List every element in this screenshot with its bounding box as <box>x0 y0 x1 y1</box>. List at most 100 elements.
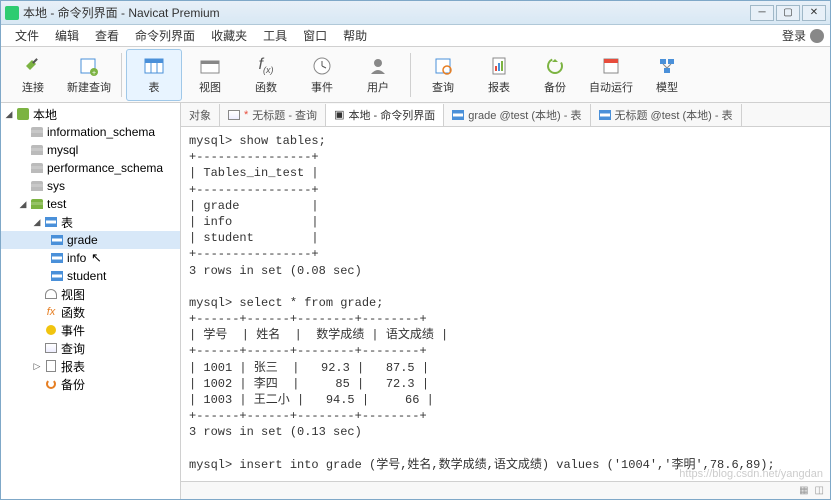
backup-label: 备份 <box>544 79 566 95</box>
query-icon <box>43 341 59 355</box>
tree-label: mysql <box>47 143 78 157</box>
tree-events[interactable]: 事件 <box>1 321 180 339</box>
autorun-icon <box>599 55 623 77</box>
tree-queries[interactable]: 查询 <box>1 339 180 357</box>
expand-icon[interactable]: ▷ <box>31 361 43 372</box>
menu-edit[interactable]: 编辑 <box>47 27 87 44</box>
tree-label: 备份 <box>61 376 85 393</box>
tab-label: 本地 - 命令列界面 <box>348 107 435 123</box>
tree-label: 查询 <box>61 340 85 357</box>
maximize-button[interactable]: ▢ <box>776 5 800 21</box>
user-button[interactable]: 用户 <box>350 49 406 101</box>
database-icon <box>29 143 45 157</box>
tree-table-item[interactable]: grade <box>1 231 180 249</box>
report-icon <box>43 359 59 373</box>
login-label: 登录 <box>782 27 806 44</box>
newquery-button[interactable]: + 新建查询 <box>61 49 117 101</box>
database-icon <box>29 197 45 211</box>
user-label: 用户 <box>367 79 389 95</box>
titlebar: 本地 - 命令列界面 - Navicat Premium ─ ▢ ✕ <box>1 1 830 25</box>
tree-db[interactable]: mysql <box>1 141 180 159</box>
newquery-icon: + <box>77 55 101 77</box>
table-icon <box>49 233 65 247</box>
newquery-label: 新建查询 <box>67 79 111 95</box>
tree-table-item[interactable]: info ↖ <box>1 249 180 267</box>
report-label: 报表 <box>488 79 510 95</box>
menu-view[interactable]: 查看 <box>87 27 127 44</box>
tree-label: 表 <box>61 214 73 231</box>
query-icon <box>228 110 240 120</box>
tree-functions[interactable]: fx函数 <box>1 303 180 321</box>
tree-label: 本地 <box>33 106 57 123</box>
toolbar-separator <box>121 53 122 97</box>
tab-grade-table[interactable]: grade @test (本地) - 表 <box>444 104 590 126</box>
report-button[interactable]: 报表 <box>471 49 527 101</box>
tree-backups[interactable]: 备份 <box>1 375 180 393</box>
tab-untitled-query[interactable]: *无标题 - 查询 <box>220 104 326 126</box>
cli-icon: ▣ <box>334 108 344 121</box>
model-label: 模型 <box>656 79 678 95</box>
tree-reports[interactable]: ▷报表 <box>1 357 180 375</box>
menu-file[interactable]: 文件 <box>7 27 47 44</box>
table-label: 表 <box>149 79 160 95</box>
modified-indicator: * <box>244 109 248 121</box>
table-icon <box>43 215 59 229</box>
tree-connection[interactable]: ◢ 本地 <box>1 105 180 123</box>
autorun-label: 自动运行 <box>589 79 633 95</box>
menu-cli[interactable]: 命令列界面 <box>127 27 203 44</box>
backup-icon <box>543 55 567 77</box>
model-button[interactable]: 模型 <box>639 49 695 101</box>
toolbar: 连接 + 新建查询 表 视图 f(x) 函数 事件 <box>1 47 830 103</box>
database-icon <box>29 179 45 193</box>
event-button[interactable]: 事件 <box>294 49 350 101</box>
menu-tools[interactable]: 工具 <box>255 27 295 44</box>
tree-label: student <box>67 269 106 283</box>
sidebar: ◢ 本地 information_schema mysql performanc… <box>1 103 181 499</box>
view-button[interactable]: 视图 <box>182 49 238 101</box>
tab-cli[interactable]: ▣ 本地 - 命令列界面 <box>326 104 444 126</box>
close-button[interactable]: ✕ <box>802 5 826 21</box>
query-button[interactable]: 查询 <box>415 49 471 101</box>
tree-label: grade <box>67 233 98 247</box>
tab-objects[interactable]: 对象 <box>181 104 220 126</box>
connect-button[interactable]: 连接 <box>5 49 61 101</box>
backup-button[interactable]: 备份 <box>527 49 583 101</box>
tree-tables-folder[interactable]: ◢表 <box>1 213 180 231</box>
expand-icon[interactable]: ◢ <box>3 109 15 120</box>
tree-db[interactable]: sys <box>1 177 180 195</box>
tree-label: 函数 <box>61 304 85 321</box>
tree-views[interactable]: 视图 <box>1 285 180 303</box>
database-icon <box>29 161 45 175</box>
cursor-icon: ↖ <box>91 250 102 266</box>
view-icon <box>43 287 59 301</box>
tree-label: sys <box>47 179 65 193</box>
autorun-button[interactable]: 自动运行 <box>583 49 639 101</box>
tab-untitled-table[interactable]: 无标题 @test (本地) - 表 <box>591 104 742 126</box>
app-icon <box>5 6 19 20</box>
table-icon <box>49 251 65 265</box>
login-button[interactable]: 登录 <box>782 27 824 44</box>
tree-table-item[interactable]: student <box>1 267 180 285</box>
backup-icon <box>43 377 59 391</box>
tree-db[interactable]: ◢test <box>1 195 180 213</box>
function-icon: f(x) <box>254 55 278 77</box>
tree-db[interactable]: performance_schema <box>1 159 180 177</box>
tree-label: performance_schema <box>47 161 163 175</box>
menu-favorites[interactable]: 收藏夹 <box>203 27 255 44</box>
svg-text:+: + <box>92 70 96 76</box>
menu-window[interactable]: 窗口 <box>295 27 335 44</box>
avatar-icon <box>810 29 824 43</box>
expand-icon[interactable]: ◢ <box>31 217 43 228</box>
statusbar: ▦ ◫ <box>181 481 830 499</box>
minimize-button[interactable]: ─ <box>750 5 774 21</box>
table-button[interactable]: 表 <box>126 49 182 101</box>
window-title: 本地 - 命令列界面 - Navicat Premium <box>23 4 750 21</box>
function-button[interactable]: f(x) 函数 <box>238 49 294 101</box>
console-output[interactable]: mysql> show tables; +----------------+ |… <box>181 127 830 481</box>
plug-icon <box>21 55 45 77</box>
tree-label: info <box>67 251 86 265</box>
expand-icon[interactable]: ◢ <box>17 199 29 210</box>
menu-help[interactable]: 帮助 <box>335 27 375 44</box>
tree-db[interactable]: information_schema <box>1 123 180 141</box>
function-label: 函数 <box>255 79 277 95</box>
